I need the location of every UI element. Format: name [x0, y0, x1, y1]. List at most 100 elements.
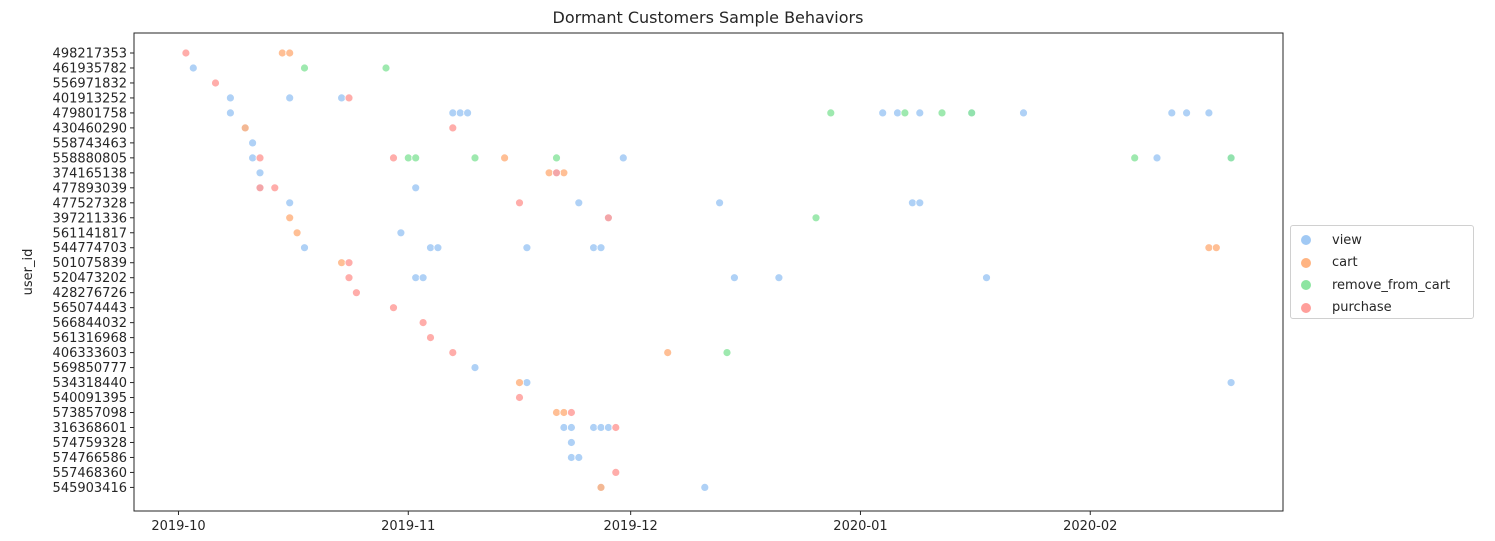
y-tick-label: 574759328: [53, 436, 127, 451]
point-view: [774, 273, 784, 283]
point-purchase: [426, 333, 435, 343]
point-view: [433, 243, 443, 253]
point-cart: [337, 258, 347, 268]
legend-item-cart: cart: [1301, 252, 1473, 275]
point-purchase: [448, 123, 458, 133]
legend-label-cart: cart: [1332, 255, 1358, 271]
point-purchase: [181, 48, 191, 58]
point-cart: [240, 123, 250, 133]
point-view: [574, 198, 584, 208]
y-tick-label: 406333603: [53, 346, 127, 361]
legend-item-purchase: purchase: [1301, 297, 1473, 320]
point-view: [1226, 378, 1236, 388]
y-tick-label: 520473202: [53, 271, 127, 286]
point-remove-from-cart: [826, 108, 836, 118]
point-view: [522, 243, 532, 253]
point-cart: [515, 378, 524, 388]
point-remove-from-cart: [300, 63, 309, 73]
y-tick-label: 566844032: [53, 316, 127, 331]
y-tick-label: 565074443: [53, 301, 127, 316]
y-tick-label: 558880805: [53, 151, 127, 166]
point-view: [915, 108, 925, 118]
point-purchase: [270, 183, 280, 193]
point-purchase: [567, 408, 576, 417]
y-tick-label: 397211336: [53, 211, 127, 226]
point-cart: [285, 48, 295, 58]
point-cart: [277, 48, 287, 58]
point-purchase: [389, 303, 398, 313]
point-cart: [285, 213, 295, 223]
y-tick-label: 544774703: [53, 241, 127, 256]
legend-item-view: view: [1301, 229, 1473, 252]
point-purchase: [418, 318, 428, 328]
y-tick-label: 374165138: [53, 166, 127, 181]
point-view: [285, 198, 295, 208]
point-purchase: [211, 78, 220, 88]
point-view: [248, 138, 258, 148]
point-remove-from-cart: [552, 153, 561, 163]
point-view: [589, 243, 598, 253]
point-cart: [1211, 243, 1221, 253]
point-remove-from-cart: [811, 213, 821, 223]
point-purchase: [344, 93, 354, 103]
point-view: [188, 63, 198, 73]
point-purchase: [448, 348, 458, 358]
point-view: [574, 453, 584, 462]
y-tick-label: 477893039: [53, 181, 127, 196]
point-cart: [559, 408, 569, 417]
y-tick-label: 479801758: [53, 106, 127, 121]
y-tick-label: 401913252: [53, 91, 127, 106]
x-tick-label: 2020-01: [833, 519, 887, 534]
x-axis: 2019-10 2019-11 2019-12 2020-01 2020-02: [151, 511, 1117, 534]
point-view: [470, 363, 480, 373]
legend-marker-remove-from-cart: [1301, 280, 1311, 291]
legend-marker-view: [1301, 235, 1311, 246]
x-tick-label: 2019-12: [604, 519, 658, 534]
point-remove-from-cart: [900, 108, 910, 118]
legend: view cart remove_from_cart purchase: [1290, 225, 1474, 319]
point-cart: [500, 153, 510, 163]
point-view: [893, 108, 902, 118]
point-view: [589, 423, 598, 432]
point-view: [730, 273, 739, 283]
point-view: [455, 108, 465, 118]
point-purchase: [344, 258, 354, 268]
point-view: [700, 482, 710, 492]
point-view: [411, 183, 421, 193]
point-cart: [552, 408, 561, 417]
point-purchase: [255, 183, 265, 193]
y-tick-label: 501075839: [53, 256, 127, 271]
point-view: [1019, 108, 1028, 118]
point-cart: [1204, 243, 1214, 253]
y-tick-label: 569850777: [53, 361, 127, 376]
y-tick-label: 498217353: [53, 47, 127, 62]
point-purchase: [552, 168, 561, 178]
y-tick-label: 534318440: [53, 376, 127, 391]
point-view: [618, 153, 628, 163]
y-tick-label: 561316968: [53, 331, 127, 346]
point-view: [715, 198, 724, 208]
y-tick-label: 477527328: [53, 196, 127, 211]
point-view: [982, 273, 991, 283]
point-purchase: [515, 198, 524, 208]
y-tick-label: 556971832: [53, 76, 127, 91]
legend-marker-cart: [1301, 257, 1311, 268]
x-tick-label: 2019-11: [381, 519, 435, 534]
legend-label-purchase: purchase: [1332, 300, 1392, 316]
point-purchase: [344, 273, 354, 283]
point-view: [604, 423, 613, 432]
point-purchase: [515, 393, 524, 402]
point-purchase: [351, 288, 361, 298]
chart-title: Dormant Customers Sample Behaviors: [553, 8, 864, 27]
point-remove-from-cart: [1130, 153, 1140, 163]
point-remove-from-cart: [937, 108, 947, 118]
data-points: [181, 48, 1236, 492]
x-tick-label: 2019-10: [151, 519, 205, 534]
y-axis-label: user_id: [21, 249, 36, 296]
point-view: [337, 93, 347, 103]
point-view: [596, 243, 606, 253]
point-view: [463, 108, 473, 118]
point-remove-from-cart: [470, 153, 480, 163]
point-view: [255, 168, 265, 178]
